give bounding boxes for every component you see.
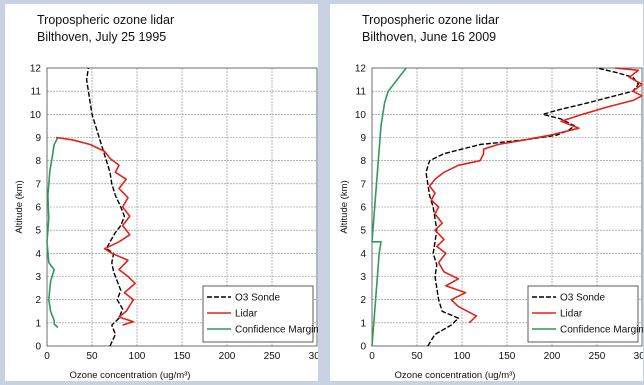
ozone-chart-2009: Tropospheric ozone lidar Bilthoven, June … (339, 13, 643, 381)
x-tick-label: 200 (544, 351, 561, 362)
x-tick-label: 250 (264, 351, 281, 362)
x-tick-label: 100 (454, 351, 471, 362)
y-tick-label: 0 (35, 342, 41, 353)
x-tick-label: 200 (219, 351, 236, 362)
x-tick-label: 300 (634, 351, 643, 362)
y-tick-label: 6 (35, 203, 41, 214)
chart-subtitle: Bilthoven, July 25 1995 (37, 30, 166, 44)
x-tick-label: 150 (499, 351, 516, 362)
y-tick-label: 5 (35, 226, 41, 237)
y-tick-label: 0 (360, 342, 366, 353)
x-tick-label: 250 (589, 351, 606, 362)
plot-area-frame (46, 67, 318, 347)
y-tick-label: 5 (360, 226, 366, 237)
y-tick-label: 7 (360, 179, 366, 190)
y-tick-label: 2 (360, 295, 366, 306)
series-line-confidence-margin (371, 67, 407, 347)
y-tick-label: 12 (30, 64, 42, 75)
y-tick-label: 1 (360, 318, 366, 329)
y-tick-label: 11 (31, 87, 42, 98)
y-tick-label: 4 (360, 249, 366, 260)
y-tick-label: 10 (30, 110, 42, 121)
x-tick-label: 100 (129, 351, 146, 362)
y-tick-label: 10 (355, 110, 367, 121)
y-tick-label: 12 (355, 64, 367, 75)
plot-area-frame (371, 67, 643, 347)
y-tick-label: 8 (360, 156, 366, 167)
y-tick-label: 11 (356, 87, 367, 98)
ozone-chart-1995: Tropospheric ozone lidar Bilthoven, July … (14, 13, 318, 381)
legend-box (527, 285, 639, 343)
y-tick-label: 3 (35, 272, 41, 283)
series-line-confidence-margin (46, 137, 59, 329)
y-tick-label: 6 (360, 203, 366, 214)
y-tick-label: 7 (35, 179, 41, 190)
legend-label: O3 Sonde (235, 293, 280, 304)
series-line-lidar (428, 67, 643, 324)
y-tick-label: 8 (35, 156, 41, 167)
y-axis-label: Altitude (km) (14, 180, 25, 233)
x-axis-label: Ozone concentration (ug/m³) (395, 370, 516, 381)
chart-panel-1995: Tropospheric ozone lidar Bilthoven, July … (5, 4, 318, 381)
legend-box (202, 285, 314, 343)
y-tick-label: 9 (35, 133, 41, 144)
series-line-o3-sonde (425, 67, 640, 347)
chart-panel-2009: Tropospheric ozone lidar Bilthoven, June … (330, 4, 643, 381)
x-tick-label: 50 (411, 351, 423, 362)
y-tick-label: 9 (360, 133, 366, 144)
legend-label: Lidar (235, 309, 258, 320)
legend-label: Confidence Margin (560, 325, 643, 336)
y-tick-label: 2 (35, 295, 41, 306)
chart-subtitle: Bilthoven, June 16 2009 (362, 30, 496, 44)
legend-label: Lidar (560, 309, 583, 320)
y-tick-label: 3 (360, 272, 366, 283)
legend-label: O3 Sonde (560, 293, 605, 304)
x-tick-label: 300 (309, 351, 318, 362)
x-tick-label: 0 (44, 351, 50, 362)
series-line-lidar (55, 136, 136, 326)
chart-title: Tropospheric ozone lidar (37, 13, 174, 27)
x-tick-label: 150 (174, 351, 191, 362)
chart-title: Tropospheric ozone lidar (362, 13, 499, 27)
y-tick-label: 4 (35, 249, 41, 260)
y-tick-label: 1 (35, 318, 41, 329)
x-axis-label: Ozone concentration (ug/m³) (70, 370, 191, 381)
x-tick-label: 50 (86, 351, 98, 362)
series-line-o3-sonde (85, 67, 126, 347)
x-tick-label: 0 (369, 351, 375, 362)
y-axis-label: Altitude (km) (339, 180, 350, 233)
legend-label: Confidence Margin (235, 325, 318, 336)
